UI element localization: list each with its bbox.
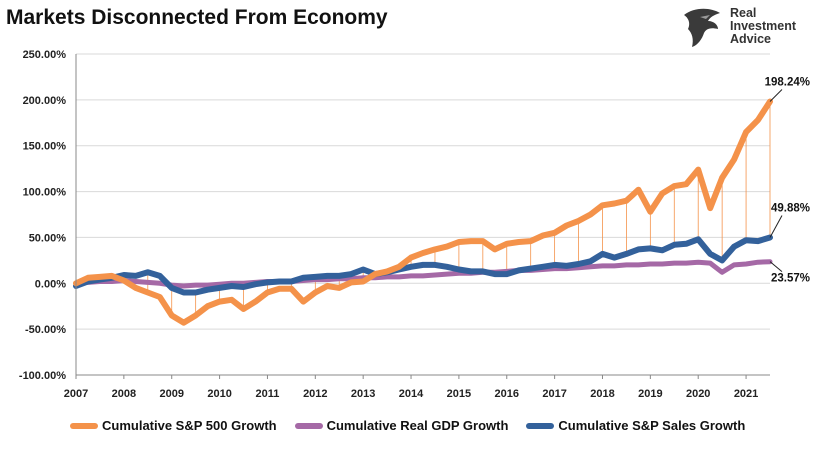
brand-line-3: Advice xyxy=(730,32,771,46)
legend-item-sales: Cumulative S&P Sales Growth xyxy=(526,418,745,433)
legend-item-sp500: Cumulative S&P 500 Growth xyxy=(70,418,277,433)
annotation-leader xyxy=(769,261,783,273)
x-tick-label: 2016 xyxy=(495,388,519,400)
series-line-sales xyxy=(73,234,773,296)
legend-label-sp500: Cumulative S&P 500 Growth xyxy=(102,418,277,433)
x-tick-label: 2008 xyxy=(112,388,136,400)
y-tick-label: 150.00% xyxy=(23,141,67,153)
brand-name: Real Investment Advice xyxy=(730,7,796,46)
x-tick-label: 2014 xyxy=(399,388,424,400)
y-tick-label: 100.00% xyxy=(23,187,67,199)
x-tick-label: 2013 xyxy=(351,388,375,400)
chart-legend: Cumulative S&P 500 Growth Cumulative Rea… xyxy=(70,418,816,433)
x-tick-label: 2011 xyxy=(256,388,280,400)
x-tick-label: 2015 xyxy=(447,388,471,400)
legend-label-gdp: Cumulative Real GDP Growth xyxy=(326,418,509,433)
x-tick-label: 2009 xyxy=(159,388,183,400)
annotation-leader xyxy=(769,89,783,102)
legend-swatch-sales xyxy=(526,422,555,429)
annotation-label: 23.57% xyxy=(771,273,810,285)
y-tick-label: 50.00% xyxy=(29,232,67,244)
annotation-label: 198.24% xyxy=(765,76,810,88)
x-tick-label: 2010 xyxy=(207,388,231,400)
brand-logo: Real Investment Advice xyxy=(680,5,810,49)
legend-label-sales: Cumulative S&P Sales Growth xyxy=(558,418,746,433)
series-line-gdp xyxy=(73,259,773,289)
chart-title: Markets Disconnected From Economy xyxy=(6,6,388,29)
x-tick-label: 2012 xyxy=(303,388,327,400)
y-tick-label: -50.00% xyxy=(25,324,66,336)
y-tick-label: -100.00% xyxy=(19,370,66,382)
legend-swatch-gdp xyxy=(294,422,323,429)
x-tick-label: 2020 xyxy=(686,388,710,400)
x-tick-label: 2019 xyxy=(638,388,662,400)
x-tick-label: 2018 xyxy=(590,388,614,400)
annotation-leader xyxy=(769,215,783,238)
brand-line-2: Investment xyxy=(730,19,796,33)
y-tick-label: 0.00% xyxy=(35,278,66,290)
brand-line-1: Real xyxy=(730,6,757,20)
series-line-sp500 xyxy=(73,98,773,326)
x-tick-label: 2021 xyxy=(734,388,758,400)
legend-swatch-sp500 xyxy=(70,422,98,429)
y-tick-label: 250.00% xyxy=(23,49,67,61)
eagle-icon xyxy=(684,8,720,48)
x-tick-label: 2017 xyxy=(542,388,566,400)
y-tick-label: 200.00% xyxy=(23,95,67,107)
legend-item-gdp: Cumulative Real GDP Growth xyxy=(294,418,509,433)
annotation-label: 49.88% xyxy=(771,203,810,215)
x-tick-label: 2007 xyxy=(64,388,88,400)
